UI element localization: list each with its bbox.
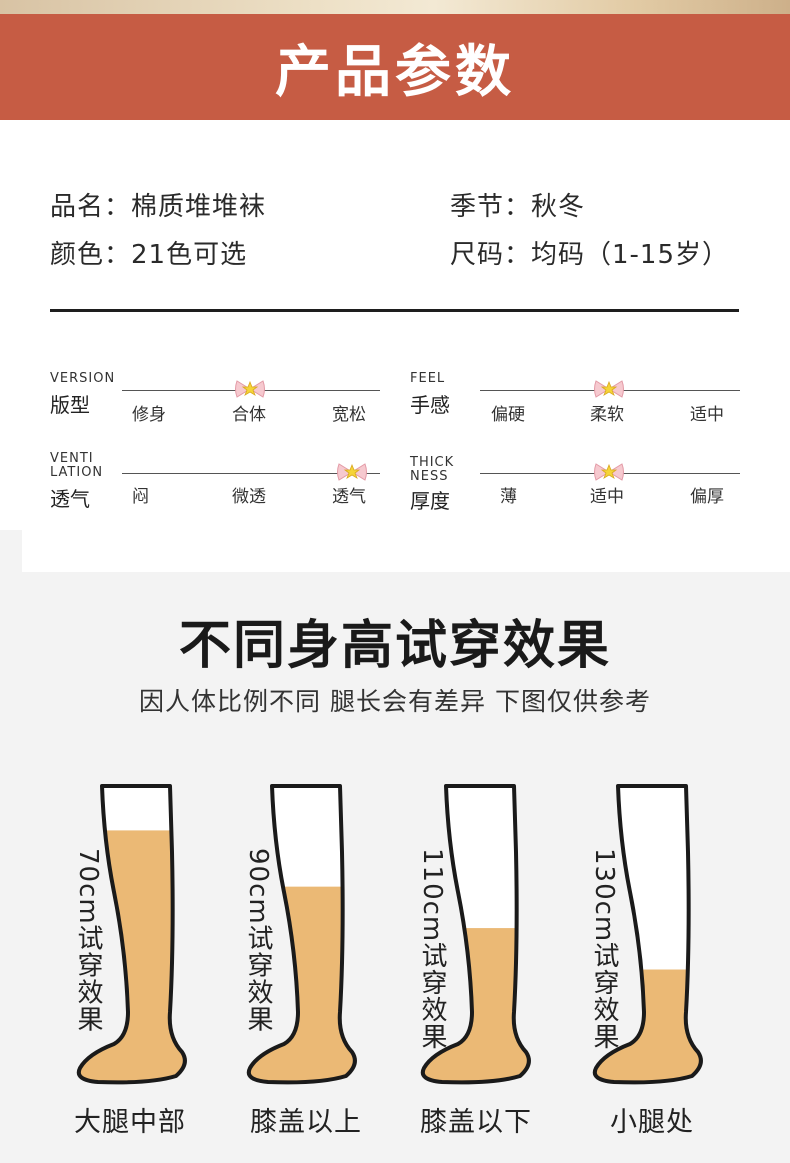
scale-option: 闷 <box>132 487 149 507</box>
leg-figure: 70cm试穿效果 <box>70 782 250 1092</box>
scale-chinese-label: 手感 <box>410 393 450 417</box>
scale-option: 合体 <box>232 405 266 425</box>
bow-star-icon <box>594 463 624 481</box>
top-photo-strip <box>0 0 790 14</box>
spec-season: 季节：秋冬 <box>450 192 586 222</box>
leg-caption: 膝盖以下 <box>420 1107 532 1138</box>
spec-size: 尺码：均码（1-15岁） <box>450 240 730 270</box>
leg-outline <box>420 784 531 1085</box>
scale-version: VERSION 版型 修身 合体 宽松 <box>50 372 380 432</box>
scale-english-label: FEEL <box>410 371 446 386</box>
leg-height-label: 90cm试穿效果 <box>243 848 273 1033</box>
bow-star-icon <box>235 380 265 398</box>
scale-option: 微透 <box>232 487 266 507</box>
scale-option: 适中 <box>690 405 724 425</box>
scale-option: 适中 <box>590 487 624 507</box>
leg-height-label: 110cm试穿效果 <box>417 848 447 1051</box>
scale-feel: FEEL 手感 偏硬 柔软 适中 <box>410 372 740 432</box>
bow-star-icon <box>594 380 624 398</box>
leg-outline <box>76 784 187 1085</box>
scale-ventilation: VENTI LATION 透气 闷 微透 透气 <box>50 452 380 512</box>
fit-section-title: 不同身高试穿效果 <box>178 616 611 676</box>
leg-height-label: 70cm试穿效果 <box>73 848 103 1033</box>
spec-product-name: 品名：棉质堆堆袜 <box>50 192 267 222</box>
leg-height-label: 130cm试穿效果 <box>589 848 619 1051</box>
leg-caption: 膝盖以上 <box>250 1107 362 1138</box>
leg-caption: 小腿处 <box>610 1107 694 1138</box>
white-card-edge <box>22 530 790 572</box>
scale-chinese-label: 透气 <box>50 487 90 511</box>
leg-figure: 110cm试穿效果 <box>414 782 594 1092</box>
section-divider <box>50 309 739 312</box>
leg-figure: 90cm试穿效果 <box>240 782 420 1092</box>
scale-option: 透气 <box>332 487 366 507</box>
leg-outline <box>246 784 357 1085</box>
scale-english-label: VERSION <box>50 371 116 386</box>
leg-outline <box>592 784 703 1085</box>
leg-figure: 130cm试穿效果 <box>586 782 766 1092</box>
scale-option: 宽松 <box>332 405 366 425</box>
header-banner: 产品参数 <box>0 14 790 120</box>
scale-thickness: THICK NESS 厚度 薄 适中 偏厚 <box>410 452 740 513</box>
scale-option: 薄 <box>500 487 517 507</box>
scale-option: 偏厚 <box>690 487 724 507</box>
scale-track <box>122 473 380 474</box>
scale-option: 偏硬 <box>491 405 525 425</box>
scale-option: 修身 <box>132 405 166 425</box>
bow-star-icon <box>337 463 367 481</box>
scale-english-label: THICK NESS <box>410 455 455 484</box>
leg-caption: 大腿中部 <box>74 1107 186 1138</box>
scale-chinese-label: 版型 <box>50 393 90 417</box>
scale-english-label: VENTI LATION <box>50 451 104 480</box>
page-title: 产品参数 <box>275 39 515 105</box>
scale-chinese-label: 厚度 <box>410 489 450 513</box>
scale-option: 柔软 <box>590 405 624 425</box>
fit-section-subtitle: 因人体比例不同 腿长会有差异 下图仅供参考 <box>139 687 651 716</box>
spec-color: 颜色：21色可选 <box>50 240 248 270</box>
